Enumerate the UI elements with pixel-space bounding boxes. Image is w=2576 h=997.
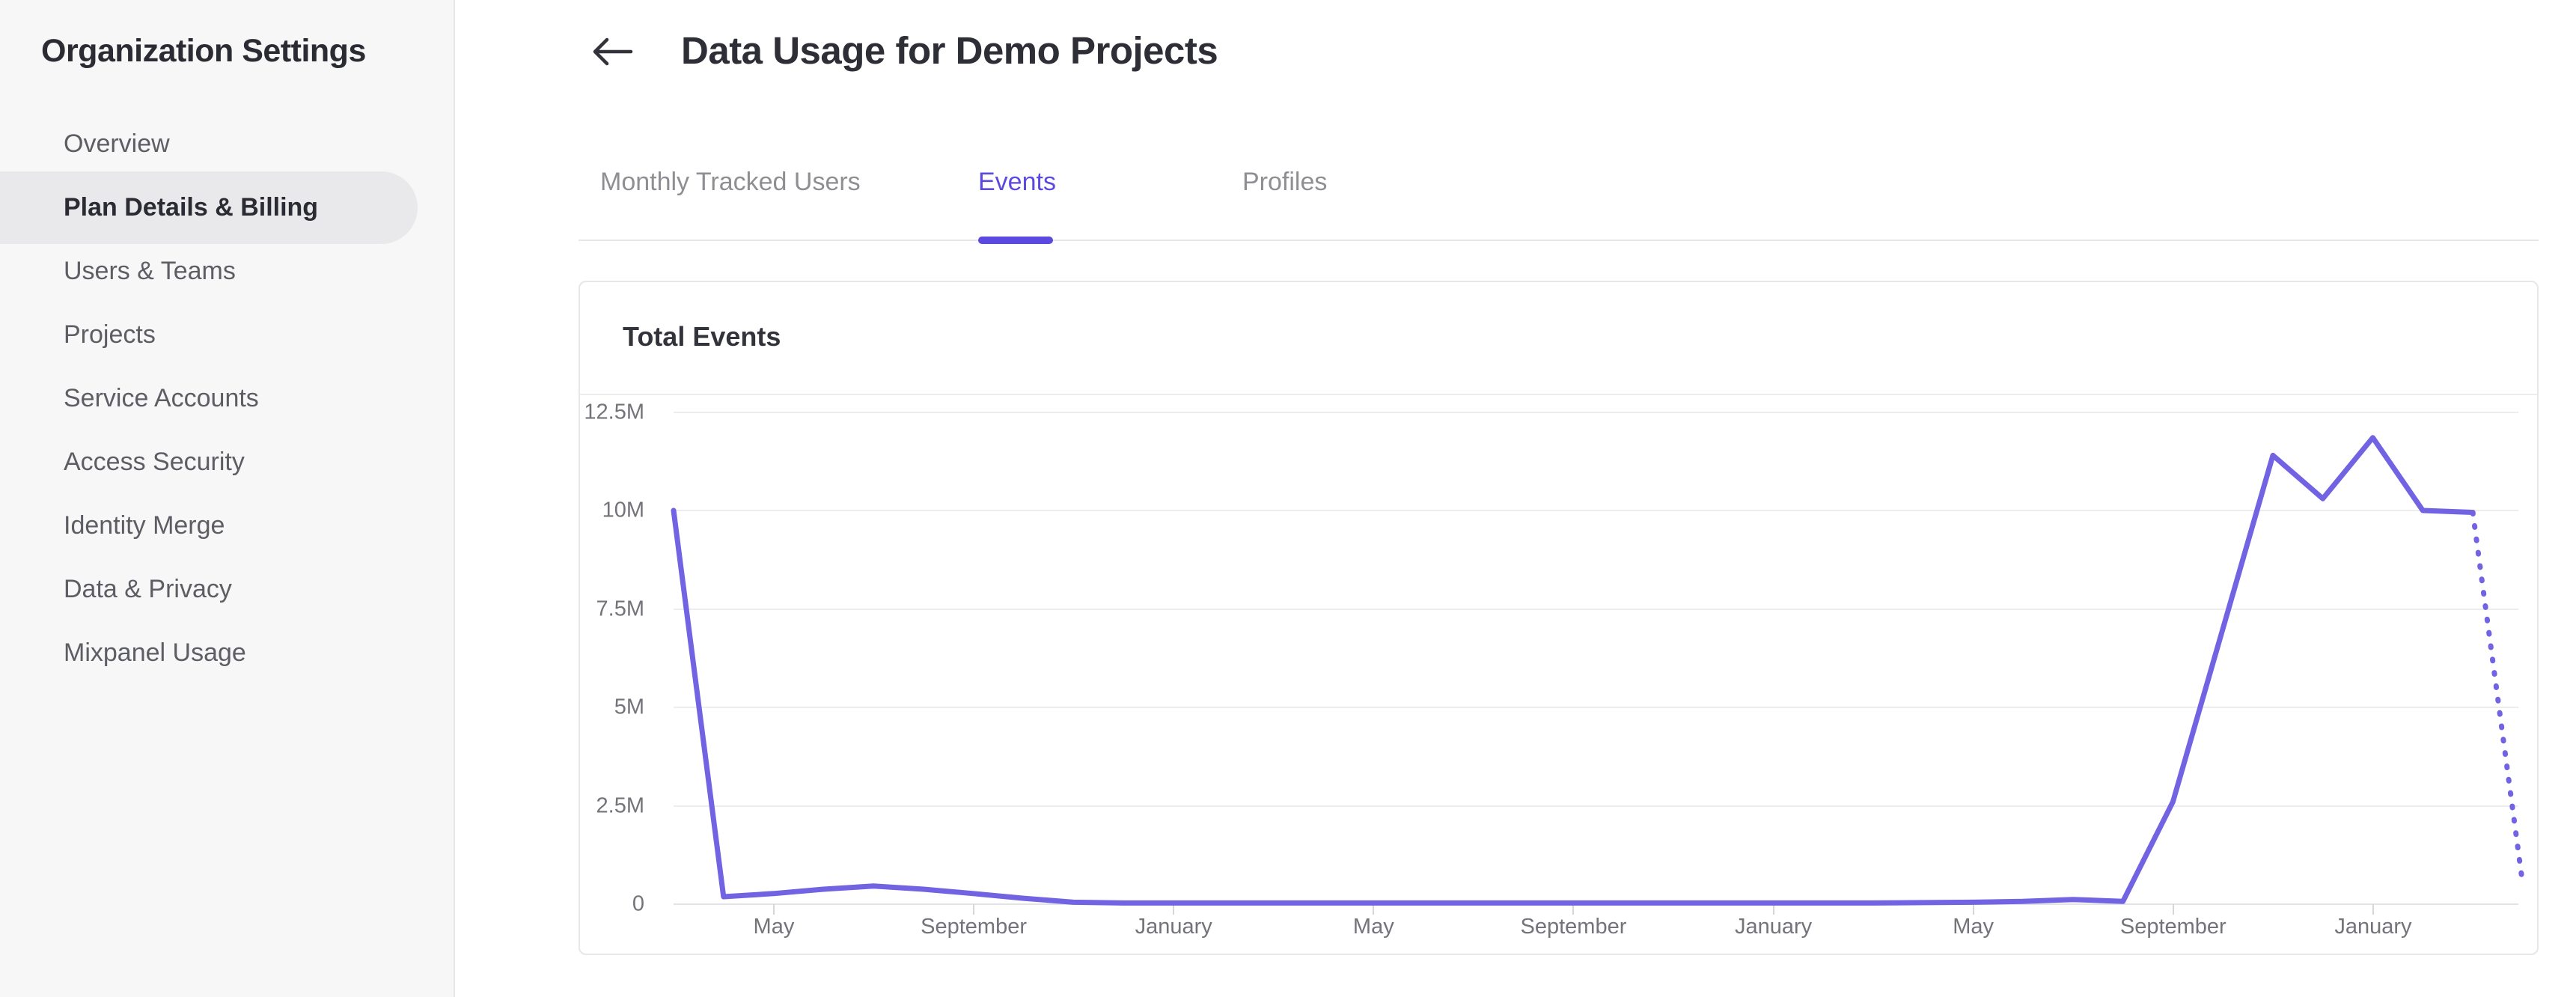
sidebar-item-plan-details-billing[interactable]: Plan Details & Billing (0, 171, 455, 244)
y-axis-label: 0 (632, 891, 644, 916)
page-title: Data Usage for Demo Projects (681, 29, 1218, 72)
tab-bar: Monthly Tracked Users Events Profiles (579, 142, 2539, 244)
sidebar-item-label: Users & Teams (64, 257, 236, 285)
sidebar-item-data-privacy[interactable]: Data & Privacy (0, 558, 455, 621)
tab-events[interactable]: Events (978, 168, 1056, 196)
x-axis-label: May (1953, 915, 1994, 939)
gridline (674, 805, 2518, 807)
sidebar: Organization Settings Overview Plan Detai… (0, 0, 455, 997)
gridline (674, 411, 2518, 413)
gridline (674, 608, 2518, 610)
sidebar-item-identity-merge[interactable]: Identity Merge (0, 494, 455, 558)
x-axis-tick (2172, 904, 2174, 915)
card-divider (580, 394, 2537, 395)
gridline (674, 707, 2518, 708)
sidebar-item-access-security[interactable]: Access Security (0, 430, 455, 494)
x-axis-label: September (2119, 915, 2226, 939)
sidebar-item-mixpanel-usage[interactable]: Mixpanel Usage (0, 621, 455, 685)
sidebar-item-projects[interactable]: Projects (0, 303, 455, 367)
x-axis-tick (2372, 904, 2374, 915)
card-title: Total Events (623, 321, 781, 352)
gridline (674, 510, 2518, 511)
x-axis-tick (973, 904, 975, 915)
x-axis-line (674, 903, 2518, 905)
sidebar-item-label: Plan Details & Billing (64, 193, 319, 222)
sidebar-title: Organization Settings (41, 33, 366, 69)
events-line-series (671, 435, 2526, 906)
sidebar-item-label: Access Security (64, 448, 245, 476)
tab-monthly-tracked-users[interactable]: Monthly Tracked Users (600, 168, 861, 196)
x-axis-tick (1972, 904, 1974, 915)
back-button[interactable] (590, 33, 635, 72)
sidebar-item-label: Overview (64, 129, 170, 158)
x-axis-tick (772, 904, 775, 915)
left-arrow-icon (593, 37, 633, 65)
sidebar-item-service-accounts[interactable]: Service Accounts (0, 367, 455, 430)
x-axis-tick (1572, 904, 1575, 915)
x-axis-label: May (753, 915, 795, 939)
x-axis-tick (1173, 904, 1175, 915)
sidebar-item-label: Mixpanel Usage (64, 638, 246, 667)
x-axis-label: September (921, 915, 1027, 939)
sidebar-item-label: Data & Privacy (64, 575, 232, 603)
sidebar-nav: Overview Plan Details & Billing Users & Te… (0, 112, 455, 685)
sidebar-item-users-teams[interactable]: Users & Teams (0, 240, 455, 303)
active-tab-underline (978, 237, 1053, 244)
y-axis-label: 12.5M (584, 400, 644, 424)
sidebar-item-label: Projects (64, 320, 156, 349)
active-item-pill (0, 171, 418, 244)
y-axis-label: 5M (614, 695, 644, 719)
y-axis-label: 10M (602, 498, 644, 522)
y-axis-label: 7.5M (596, 597, 644, 621)
x-axis-label: May (1352, 915, 1394, 939)
x-axis-tick (1772, 904, 1774, 915)
y-axis-label: 2.5M (596, 793, 644, 817)
total-events-card: Total Events 12.5M 10M 7.5M 5M 2.5M 0 May Septe… (579, 281, 2539, 955)
sidebar-item-label: Service Accounts (64, 384, 259, 412)
sidebar-item-overview[interactable]: Overview (0, 112, 455, 176)
tab-profiles[interactable]: Profiles (1242, 168, 1328, 196)
x-axis-label: September (1520, 915, 1627, 939)
x-axis-label: January (1734, 915, 1813, 939)
x-axis-label: January (1135, 915, 1212, 939)
sidebar-item-label: Identity Merge (64, 511, 225, 540)
x-axis-tick (1373, 904, 1375, 915)
line-solid-segment (671, 435, 2476, 906)
x-axis-label: January (2334, 915, 2412, 939)
line-projected-dotted-segment (2470, 510, 2526, 888)
